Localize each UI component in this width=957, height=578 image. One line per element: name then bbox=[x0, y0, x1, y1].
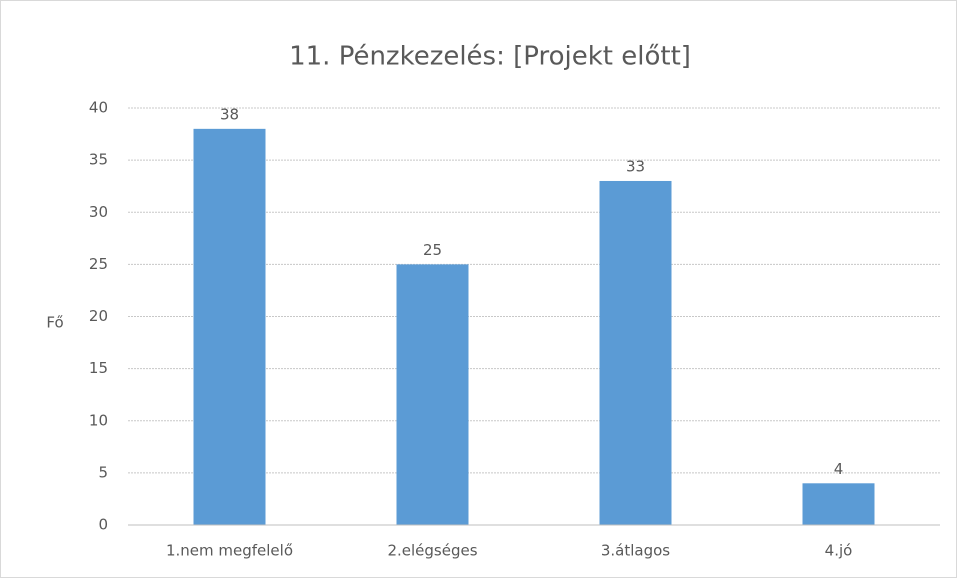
x-tick-label: 1.nem megfelelő bbox=[166, 542, 293, 560]
bar bbox=[193, 128, 266, 525]
y-tick-label: 10 bbox=[89, 411, 108, 429]
bar bbox=[802, 483, 875, 525]
y-tick-label: 25 bbox=[89, 255, 108, 273]
y-tick-label: 5 bbox=[98, 463, 108, 481]
x-tick-label: 2.elégséges bbox=[387, 542, 477, 560]
y-axis-label: Fő bbox=[46, 314, 63, 332]
y-tick-label: 0 bbox=[98, 516, 108, 534]
value-label: 33 bbox=[626, 157, 645, 175]
x-tick-label: 3.átlagos bbox=[601, 542, 670, 560]
x-tick-label: 4.jó bbox=[825, 542, 853, 560]
value-label: 25 bbox=[423, 241, 442, 259]
bar bbox=[396, 264, 469, 525]
y-tick-label: 30 bbox=[89, 203, 108, 221]
y-tick-label: 40 bbox=[89, 99, 108, 117]
chart-title: 11. Pénzkezelés: [Projekt előtt] bbox=[289, 42, 691, 72]
y-tick-label: 35 bbox=[89, 151, 108, 169]
y-tick-label: 20 bbox=[89, 307, 108, 325]
value-label: 38 bbox=[220, 105, 239, 123]
value-label: 4 bbox=[834, 460, 844, 478]
y-tick-label: 15 bbox=[89, 359, 108, 377]
bar bbox=[599, 180, 672, 525]
